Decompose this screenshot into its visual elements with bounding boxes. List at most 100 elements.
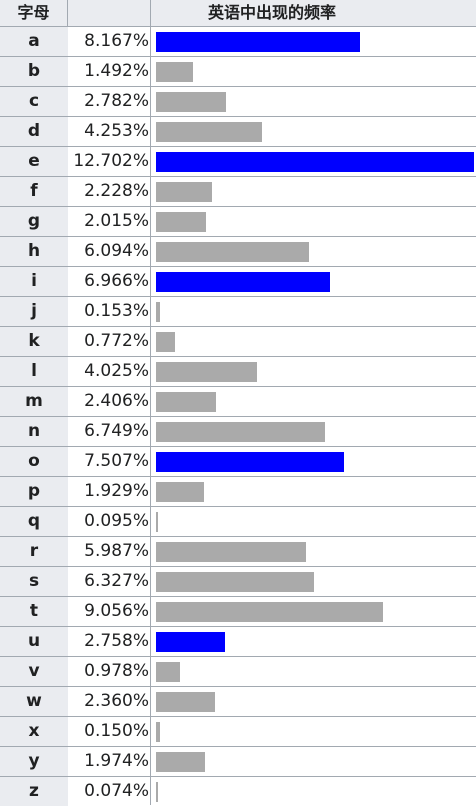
- data-label-b: 1.492%: [84, 61, 149, 81]
- bar-w: [156, 692, 215, 712]
- bar-d: [156, 122, 262, 142]
- bar-l: [156, 362, 257, 382]
- tick-label-b: b: [0, 57, 68, 86]
- bar-j: [156, 302, 160, 322]
- data-label-a: 8.167%: [84, 31, 149, 51]
- row-divider: [0, 386, 476, 387]
- tick-label-v: v: [0, 657, 68, 686]
- row-divider: [0, 506, 476, 507]
- data-label-w: 2.360%: [84, 691, 149, 711]
- tick-label-r: r: [0, 537, 68, 566]
- data-label-l: 4.025%: [84, 361, 149, 381]
- row-divider: [0, 236, 476, 237]
- bar-s: [156, 572, 314, 592]
- tick-label-y: y: [0, 747, 68, 776]
- bar-n: [156, 422, 325, 442]
- data-label-v: 0.978%: [84, 661, 149, 681]
- row-divider: [0, 266, 476, 267]
- row-divider: [0, 356, 476, 357]
- data-label-f: 2.228%: [84, 181, 149, 201]
- tick-label-e: e: [0, 147, 68, 176]
- row-divider: [0, 446, 476, 447]
- tick-label-z: z: [0, 777, 68, 806]
- row-divider: [0, 26, 476, 27]
- bar-a: [156, 32, 360, 52]
- tick-label-w: w: [0, 687, 68, 716]
- row-divider: [0, 416, 476, 417]
- tick-label-d: d: [0, 117, 68, 146]
- data-label-k: 0.772%: [84, 331, 149, 351]
- row-divider: [0, 656, 476, 657]
- bar-o: [156, 452, 344, 472]
- row-divider: [0, 326, 476, 327]
- tick-label-q: q: [0, 507, 68, 536]
- header-frequency: 英语中出现的频率: [68, 0, 476, 26]
- tick-label-i: i: [0, 267, 68, 296]
- tick-label-n: n: [0, 417, 68, 446]
- tick-label-a: a: [0, 27, 68, 56]
- data-label-t: 9.056%: [84, 601, 149, 621]
- bar-y: [156, 752, 205, 772]
- bar-h: [156, 242, 309, 262]
- bar-i: [156, 272, 330, 292]
- row-divider: [0, 116, 476, 117]
- tick-label-l: l: [0, 357, 68, 386]
- tick-label-t: t: [0, 597, 68, 626]
- data-label-i: 6.966%: [84, 271, 149, 291]
- data-label-s: 6.327%: [84, 571, 149, 591]
- bar-b: [156, 62, 193, 82]
- tick-label-f: f: [0, 177, 68, 206]
- tick-label-h: h: [0, 237, 68, 266]
- data-label-c: 2.782%: [84, 91, 149, 111]
- header-letter: 字母: [0, 0, 68, 26]
- column-divider-2: [150, 0, 151, 805]
- bar-g: [156, 212, 206, 232]
- tick-label-u: u: [0, 627, 68, 656]
- bar-t: [156, 602, 383, 622]
- data-label-o: 7.507%: [84, 451, 149, 471]
- tick-label-p: p: [0, 477, 68, 506]
- bar-k: [156, 332, 175, 352]
- bar-x: [156, 722, 160, 742]
- data-label-g: 2.015%: [84, 211, 149, 231]
- data-label-z: 0.074%: [84, 781, 149, 801]
- data-label-y: 1.974%: [84, 751, 149, 771]
- bar-e: [156, 152, 474, 172]
- data-label-n: 6.749%: [84, 421, 149, 441]
- data-label-q: 0.095%: [84, 511, 149, 531]
- tick-label-o: o: [0, 447, 68, 476]
- data-label-m: 2.406%: [84, 391, 149, 411]
- data-label-u: 2.758%: [84, 631, 149, 651]
- row-divider: [0, 476, 476, 477]
- row-divider: [0, 596, 476, 597]
- row-divider: [0, 686, 476, 687]
- row-divider: [0, 206, 476, 207]
- data-label-d: 4.253%: [84, 121, 149, 141]
- row-divider: [0, 176, 476, 177]
- bar-c: [156, 92, 226, 112]
- bar-q: [156, 512, 158, 532]
- row-divider: [0, 776, 476, 777]
- row-divider: [0, 296, 476, 297]
- data-label-p: 1.929%: [84, 481, 149, 501]
- bar-u: [156, 632, 225, 652]
- tick-label-k: k: [0, 327, 68, 356]
- data-label-r: 5.987%: [84, 541, 149, 561]
- bar-m: [156, 392, 216, 412]
- tick-label-c: c: [0, 87, 68, 116]
- row-divider: [0, 626, 476, 627]
- bar-p: [156, 482, 204, 502]
- tick-label-s: s: [0, 567, 68, 596]
- row-divider: [0, 536, 476, 537]
- tick-label-x: x: [0, 717, 68, 746]
- row-divider: [0, 56, 476, 57]
- bar-f: [156, 182, 212, 202]
- data-label-x: 0.150%: [84, 721, 149, 741]
- bar-v: [156, 662, 180, 682]
- row-divider: [0, 86, 476, 87]
- data-label-j: 0.153%: [84, 301, 149, 321]
- tick-label-g: g: [0, 207, 68, 236]
- tick-label-m: m: [0, 387, 68, 416]
- data-label-e: 12.702%: [73, 151, 149, 171]
